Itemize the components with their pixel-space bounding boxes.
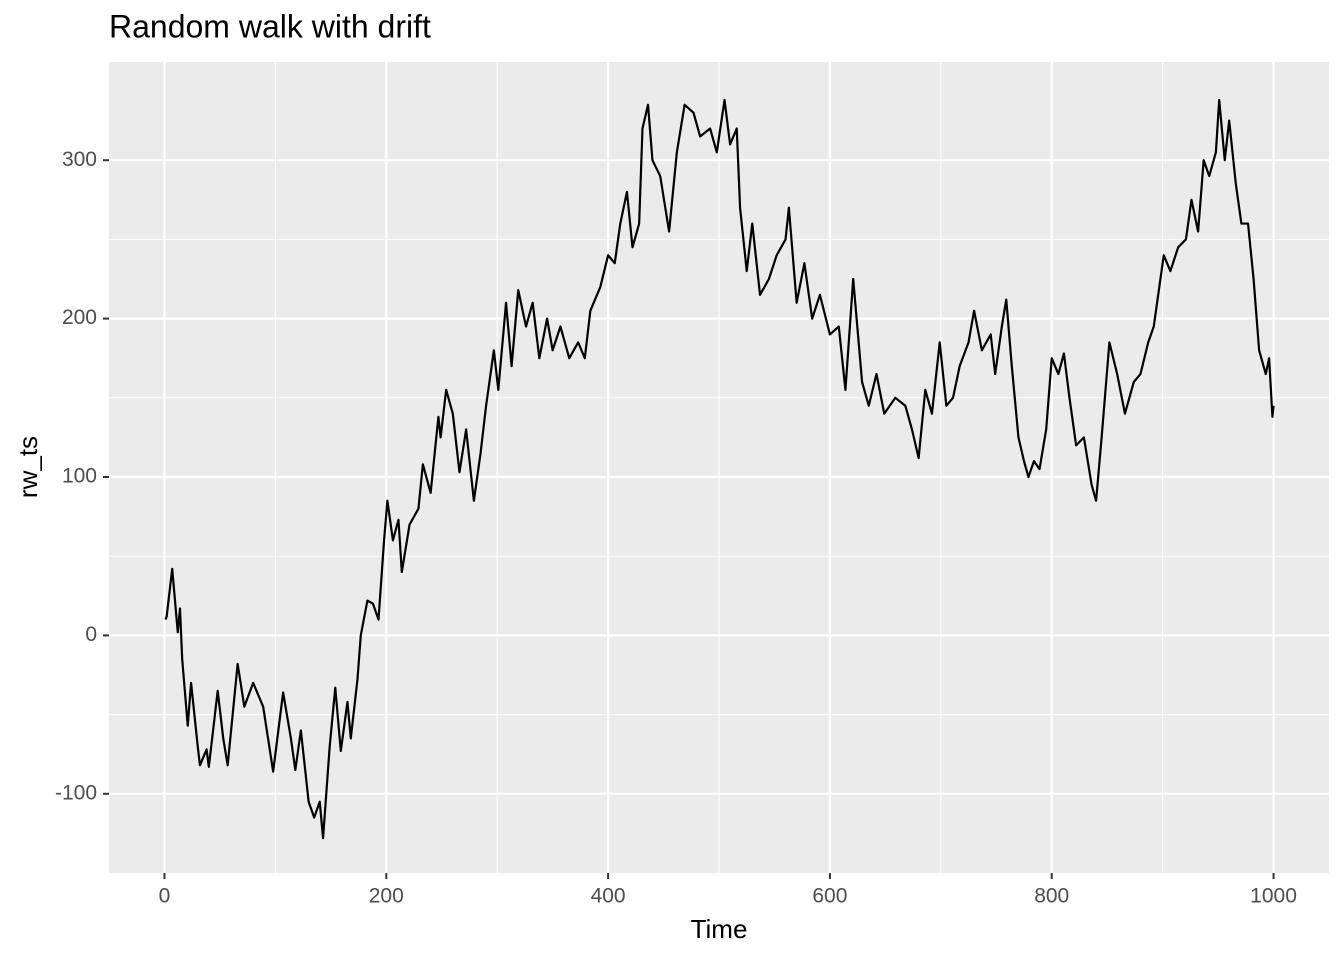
x-tick-label: 600 [812, 885, 847, 908]
y-tick-label: 0 [85, 623, 97, 646]
chart-title: Random walk with drift [109, 8, 431, 44]
x-tick-label: 0 [159, 885, 171, 908]
x-tick-label: 400 [591, 885, 626, 908]
line [164, 98, 1275, 840]
x-tick-label: 1000 [1250, 885, 1297, 908]
y-tick-label: -100 [55, 781, 97, 804]
y-tick-label: 200 [62, 306, 97, 329]
y-tick-label: 300 [62, 148, 97, 171]
x-tick-label: 800 [1034, 885, 1069, 908]
y-tick-label: 100 [62, 465, 97, 488]
x-axis-label: Time [691, 914, 748, 944]
y-axis-label: rw_ts [13, 436, 43, 498]
x-tick-label: 200 [369, 885, 404, 908]
